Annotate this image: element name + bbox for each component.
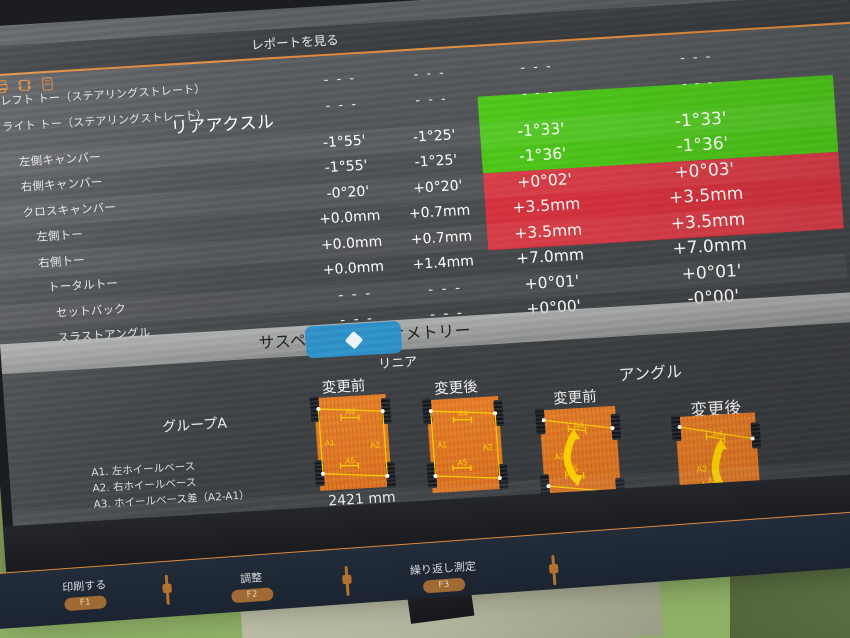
function-repeat-label: 繰り返し測定 [409,559,477,578]
table-cell: +0.7mm [410,228,473,248]
document-icon[interactable] [41,77,54,92]
table-cell: +3.5mm [513,220,583,243]
row-label: クロスキャンバー [22,199,117,220]
function-separator-3 [551,555,557,586]
table-cell: +0°20' [412,177,463,197]
tool-icon-group [0,77,54,95]
table-cell: - - - [337,285,373,304]
table-cell: - - - [521,85,556,103]
monitor: レポートを見る [0,0,850,600]
svg-text:A4: A4 [573,420,584,431]
row-label: 左側キャンバー [18,149,102,169]
aligner-application: レポートを見る [0,0,850,528]
function-repeat-measure[interactable]: 繰り返し測定 F3 [409,558,477,595]
table-cell: +3.5mm [511,194,581,217]
vehicle-icon[interactable] [18,78,31,93]
table-cell: - - - [413,65,447,83]
svg-text:A4: A4 [458,409,469,419]
diamond-icon [344,330,363,349]
row-label: セットバック [55,301,127,320]
row-label: 右側トー [37,252,86,270]
row-label: トータルトー [47,275,119,295]
table-cell: +0.7mm [408,202,471,222]
table-cell: - - - [427,279,463,298]
table-cell: - - - [323,71,357,89]
table-cell: -1°33' [516,119,566,141]
function-adjust[interactable]: 調整 F2 [230,568,274,604]
angle-overlay: A4 A3 A5 [541,418,620,494]
svg-text:A1: A1 [325,438,336,448]
svg-text:A3: A3 [696,463,707,474]
table-cell: -0°20' [326,183,370,202]
view-report-button[interactable]: レポートを見る [250,32,340,53]
table-cell: +0.0mm [322,258,385,279]
svg-text:A4: A4 [345,407,356,417]
alignment-table: レフト トー（ステアリングストレート） - - -- - -- - -- - -ラ… [0,22,850,345]
printer-icon[interactable] [0,79,8,94]
table-cell: +7.0mm [515,245,585,268]
row-label: 右側キャンバー [20,174,103,194]
svg-text:A3: A3 [554,451,565,462]
table-cell: - - - [519,59,554,77]
svg-text:A5: A5 [457,458,468,468]
vehicle-diagram-angle-before: A4 A3 A5 [534,405,626,509]
dimension-overlay: A4 A1 A2 A5 [316,407,390,478]
function-adjust-label: 調整 [239,571,263,586]
table-cell: - - - [414,91,449,109]
caption-angle-before: 変更前 [552,389,598,408]
table-cell: - - - [679,49,713,67]
table-cell: +1.4mm [412,253,475,273]
table-cell: - - - [681,75,715,93]
table-cell: -1°25' [412,126,457,146]
table-cell: +0.0mm [320,233,383,254]
table-cell: -1°55' [322,132,367,151]
svg-text:A5: A5 [567,463,578,474]
function-repeat-key: F3 [422,577,466,594]
svg-text:A5: A5 [707,475,718,486]
monitor-screen-area: レポートを見る [0,0,850,528]
function-print-label: 印刷する [61,578,107,595]
caption-linear-after: 変更後 [433,379,479,398]
svg-text:A2: A2 [370,440,381,450]
caption-linear-before: 変更前 [321,378,366,397]
group-title: グループA [161,415,228,436]
function-adjust-key: F2 [230,587,274,604]
linear-subtitle: リニア [377,354,418,373]
svg-text:A5: A5 [345,456,356,466]
table-cell: +0°02' [516,169,573,192]
function-separator-1 [164,574,170,605]
svg-text:A1: A1 [437,440,448,450]
function-print-key: F1 [64,595,107,612]
table-cell: - - - [325,97,359,115]
table-cell: +0.0mm [318,207,381,228]
vehicle-diagram-linear-before: A4 A1 A2 A5 [309,393,397,492]
table-cell: +0°01' [524,271,580,293]
table-cell: -1°55' [324,157,368,176]
dimension-overlay: A4 A1 A2 A5 [428,409,502,481]
function-separator-2 [344,565,350,597]
svg-text:A2: A2 [482,442,493,452]
svg-text:A4: A4 [712,428,723,439]
table-cell: -1°36' [518,144,567,166]
vehicle-diagram-linear-after: A4 A1 A2 A5 [421,396,509,494]
table-cell: -1°25' [414,151,458,171]
angle-section-title: アングル [618,361,683,385]
row-label: 左側トー [35,226,84,244]
function-print[interactable]: 印刷する F1 [61,576,108,612]
